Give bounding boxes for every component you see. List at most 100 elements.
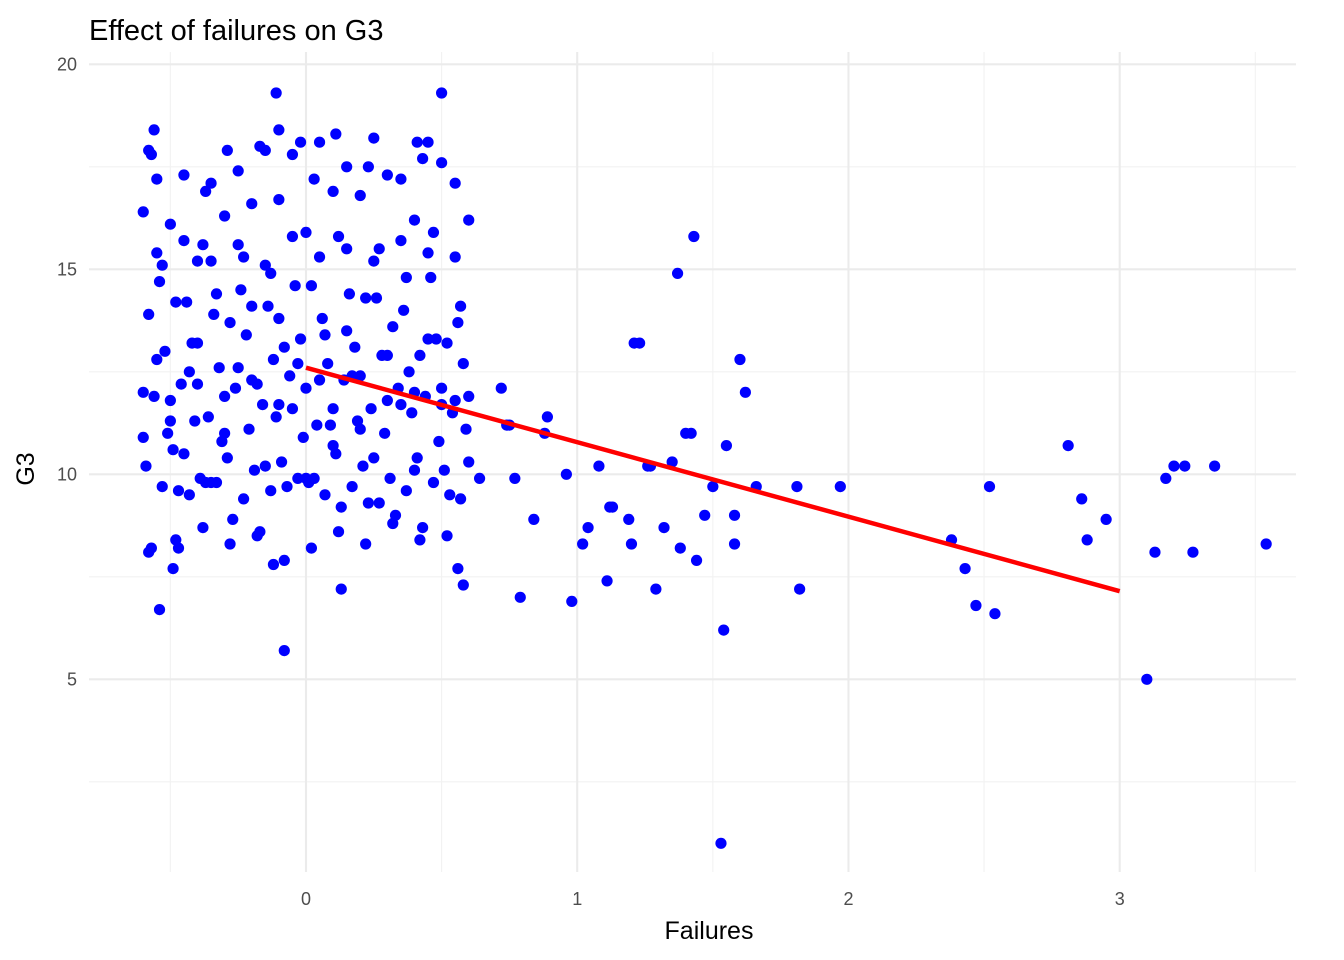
data-point <box>308 173 320 185</box>
major-gridlines <box>89 52 1296 872</box>
data-point <box>460 423 472 435</box>
data-point <box>240 329 252 341</box>
data-point <box>436 157 448 169</box>
data-point <box>208 308 220 320</box>
data-point <box>989 608 1001 620</box>
data-point <box>436 87 448 99</box>
data-point <box>167 563 179 575</box>
data-point <box>351 415 364 427</box>
data-point <box>699 509 711 521</box>
regression-line <box>305 365 1121 594</box>
data-point <box>427 476 440 489</box>
data-point <box>360 538 372 550</box>
data-point <box>313 251 326 263</box>
data-point <box>362 497 374 509</box>
data-point <box>373 243 385 255</box>
data-point <box>650 583 662 595</box>
data-point <box>311 419 323 431</box>
data-point <box>463 456 475 468</box>
data-point <box>601 575 613 587</box>
data-point <box>246 198 258 210</box>
data-point <box>457 358 469 370</box>
data-point <box>343 288 355 300</box>
data-point <box>259 259 271 271</box>
data-point <box>275 456 288 468</box>
data-point <box>566 595 578 608</box>
data-point <box>194 472 206 484</box>
data-point <box>406 407 418 419</box>
data-point <box>634 337 646 349</box>
data-point <box>720 440 733 452</box>
data-point <box>452 563 464 575</box>
data-point <box>658 522 670 534</box>
data-point <box>251 530 263 542</box>
data-point <box>292 472 304 484</box>
data-point <box>151 173 163 185</box>
data-point <box>528 513 540 526</box>
data-point <box>332 230 345 243</box>
data-point <box>278 645 290 657</box>
data-point <box>560 468 572 480</box>
data-point <box>246 374 258 386</box>
data-point <box>294 136 307 148</box>
data-point <box>319 489 331 501</box>
data-point <box>300 226 312 238</box>
data-point <box>1179 460 1191 472</box>
data-point <box>164 394 176 407</box>
data-point <box>178 235 190 247</box>
data-point <box>341 161 353 173</box>
data-point <box>349 341 361 353</box>
data-point <box>674 542 686 554</box>
data-point <box>248 464 261 476</box>
data-point <box>541 411 553 423</box>
data-point <box>395 399 407 411</box>
data-point <box>148 390 160 402</box>
data-point <box>238 493 250 505</box>
data-point <box>178 169 190 181</box>
data-point <box>197 522 209 534</box>
data-point <box>178 448 190 460</box>
data-point <box>327 403 339 415</box>
data-point <box>408 464 421 476</box>
data-points <box>137 87 1272 849</box>
data-point <box>341 325 353 337</box>
data-point <box>305 280 318 292</box>
data-point <box>305 542 318 554</box>
data-point <box>232 165 244 177</box>
data-point <box>794 583 806 595</box>
data-point <box>229 382 242 394</box>
data-point <box>438 464 450 476</box>
data-point <box>411 136 423 148</box>
data-point <box>463 214 475 226</box>
data-point <box>140 460 152 472</box>
data-point <box>368 452 380 464</box>
data-point <box>1062 440 1074 452</box>
x-tick-label: 2 <box>843 889 853 909</box>
data-point <box>452 317 464 329</box>
data-point <box>1209 460 1221 472</box>
data-point <box>1100 513 1112 526</box>
data-point <box>137 431 149 443</box>
data-point <box>604 501 616 513</box>
data-point <box>1149 546 1161 558</box>
data-point <box>739 386 751 398</box>
data-point <box>213 362 225 374</box>
data-point <box>715 837 727 849</box>
data-point <box>454 300 467 312</box>
data-point <box>246 300 258 312</box>
data-point <box>403 366 415 378</box>
data-point <box>167 444 179 456</box>
data-point <box>365 403 377 415</box>
data-point <box>181 296 193 308</box>
data-point <box>319 329 331 341</box>
data-point <box>313 374 326 386</box>
data-point <box>227 513 239 526</box>
data-point <box>368 255 380 267</box>
data-point <box>625 538 638 550</box>
data-point <box>427 226 440 238</box>
data-point <box>395 173 407 185</box>
data-point <box>357 460 369 472</box>
chart-title: Effect of failures on G3 <box>89 15 383 47</box>
data-point <box>417 153 429 165</box>
data-point <box>313 136 326 148</box>
